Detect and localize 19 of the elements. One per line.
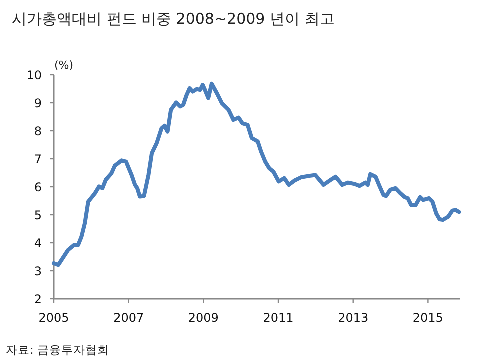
y-tick-label: 3 [34,264,42,278]
line-series [52,82,462,268]
x-tick-label: 2005 [38,311,70,325]
x-tick-label: 2011 [263,311,294,325]
y-tick-label: 9 [34,96,42,110]
y-tick-label: 4 [34,236,42,250]
y-tick-label: 5 [34,208,42,222]
y-tick-label: 7 [34,152,42,166]
x-tick-label: 2015 [412,311,444,325]
y-tick-label: 6 [34,180,42,194]
y-tick-label: 10 [26,68,42,82]
chart-title: 시가총액대비 펀드 비중 2008~2009 년이 최고 [12,10,335,28]
y-axis-title: (%) [54,59,74,72]
y-tick-label: 8 [34,124,42,138]
x-tick-label: 2009 [188,311,219,325]
x-tick-label: 2007 [114,311,144,325]
text: 자료: 금융투자협회 [6,343,110,357]
y-tick-label: 2 [34,292,42,306]
x-tick-label: 2013 [338,311,369,325]
